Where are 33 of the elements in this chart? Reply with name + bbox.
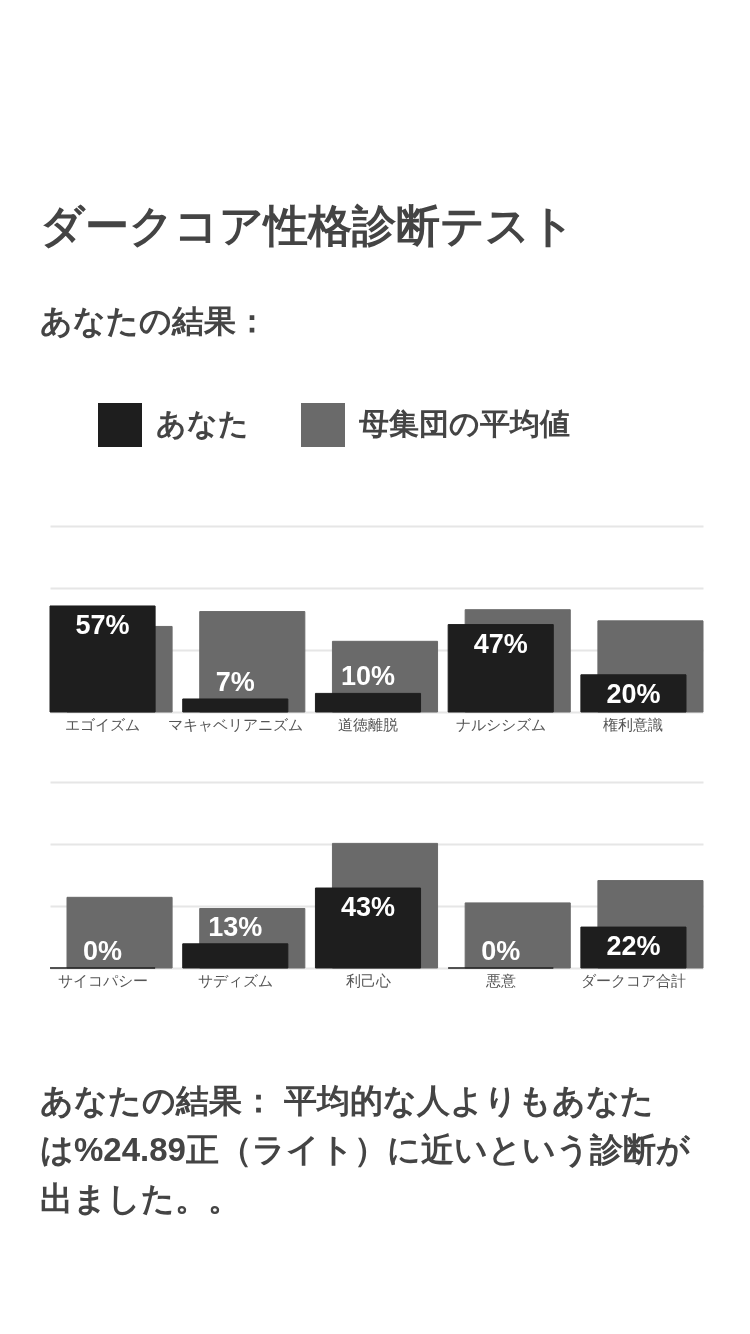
x-tick-label: 道徳離脱 — [338, 715, 398, 733]
data-label: 13% — [208, 911, 263, 942]
bar — [314, 887, 422, 969]
x-tick-label: 悪意 — [484, 971, 516, 989]
data-label: 57% — [75, 609, 130, 640]
text: あなたの結果： 平均的な人よりもあなたは%24.89正（ライト）に近いという診断が出ました。。 — [40, 1082, 691, 1217]
data-label: 10% — [340, 661, 396, 692]
data-label: 47% — [473, 628, 528, 659]
x-tick-label: ナルシシズム — [455, 715, 546, 733]
data-label: 43% — [340, 892, 396, 923]
legend-label: 母集団の平均値 — [358, 407, 570, 440]
x-tick-label: エゴイズム — [65, 715, 141, 733]
bar — [49, 605, 156, 713]
x-tick-label: ダークコア合計 — [580, 971, 686, 989]
data-label: 0% — [83, 936, 123, 966]
data-label: 20% — [606, 678, 661, 709]
x-tick-label: 権利意識 — [603, 715, 664, 733]
data-label: 22% — [606, 931, 661, 962]
chart-subtitle: あなたの結果： — [39, 303, 268, 339]
legend-label: あなた — [156, 407, 249, 440]
x-tick-label: サディズム — [197, 971, 273, 989]
bar — [464, 902, 571, 969]
bar — [447, 624, 554, 713]
x-tick-label: マキャベリアニズム — [167, 715, 303, 733]
data-label: 0% — [481, 936, 521, 966]
data-label: 7% — [215, 666, 255, 697]
chart-title: ダークコア性格診断テスト — [39, 201, 575, 250]
x-tick-label: サイコパシー — [57, 971, 148, 989]
bar — [182, 943, 289, 969]
bar — [182, 698, 289, 713]
bar — [66, 896, 173, 969]
bar — [314, 692, 422, 713]
x-tick-label: 利己心 — [345, 971, 391, 989]
